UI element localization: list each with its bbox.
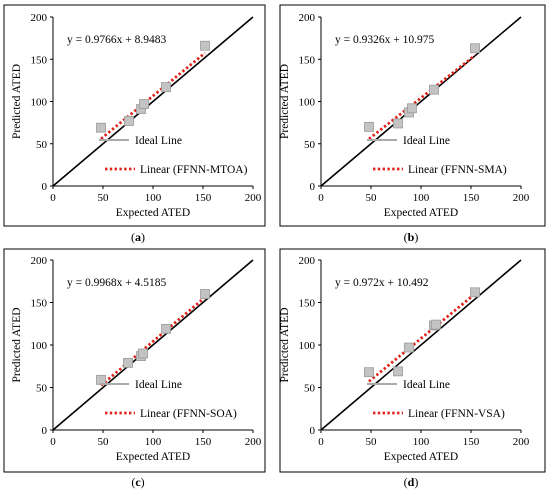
x-tick-label: 0 [318,192,324,204]
ideal-line [52,259,254,431]
chart-panel-4: 0 50 100 150 200 0 50 100 150 200 Expected ATED Pre… [279,248,546,489]
ideal-line [52,16,254,187]
x-axis-title: Expected ATED [116,451,190,463]
y-tick-label: 100 [31,340,48,352]
data-point [139,99,149,109]
y-tick-label: 150 [31,54,48,66]
x-tick-label: 0 [50,192,56,204]
y-tick-label: 50 [304,383,316,395]
data-point [364,121,374,132]
x-tick-label: 150 [463,192,480,204]
legend-ideal-label: Ideal Line [135,379,182,391]
x-tick-label: 0 [50,436,56,448]
legend-linear-label: Linear (FFNN-SMA) [408,164,507,176]
panel-label: (a) [131,230,145,244]
y-tick-label: 200 [299,255,316,267]
data-point [470,43,480,54]
y-tick-label: 0 [310,181,316,193]
data-point [431,319,441,330]
chart-panel-3: 0 50 100 150 200 0 50 100 150 200 Expected ATED Pre… [3,248,266,489]
data-point [429,84,439,95]
y-tick-label: 50 [36,139,48,151]
trend-equation: y = 0.9968x + 4.5185 [67,277,166,289]
x-tick-label: 200 [513,192,530,204]
y-tick-label: 50 [36,383,48,395]
y-tick-label: 100 [299,340,316,352]
x-axis-title: Expected ATED [384,451,458,463]
data-point [123,357,133,368]
panel-label: (b) [404,230,419,244]
x-tick-label: 200 [245,436,262,448]
data-point [470,287,480,298]
chart-panel-1: 0 50 100 150 200 0 50 100 150 200 Expected ATED Pre… [3,4,266,244]
x-tick-label: 50 [98,192,110,204]
ideal-line [320,16,522,187]
x-tick-label: 100 [145,436,162,448]
y-tick-label: 200 [31,12,48,24]
legend-linear-label: Linear (FFNN-MTOA) [140,164,248,176]
x-tick-label: 50 [366,436,378,448]
ideal-line [320,259,522,431]
y-tick-label: 200 [299,12,316,24]
panel-frame [3,4,266,227]
panel-frame [279,248,546,473]
data-point [161,323,171,334]
data-point [404,342,414,353]
x-tick-label: 100 [413,192,430,204]
x-tick-label: 50 [366,192,378,204]
data-point [407,103,417,114]
legend-linear-label: Linear (FFNN-VSA) [408,408,505,420]
trend-equation: y = 0.9766x + 8.9483 [67,34,166,46]
data-point [200,40,210,51]
x-tick-label: 200 [513,436,530,448]
data-point [124,116,134,126]
x-axis-title: Expected ATED [384,207,458,219]
x-tick-label: 50 [98,436,110,448]
data-point [393,118,403,129]
chart-panel-2: 0 50 100 150 200 0 50 100 150 200 Expected ATED Pre… [279,4,546,244]
y-tick-label: 150 [31,298,48,310]
data-point [200,289,210,299]
x-tick-label: 150 [463,436,480,448]
y-axis-title: Predicted ATED [11,64,23,139]
data-point [364,367,374,378]
panel-label: (d) [404,475,419,489]
data-point [96,122,106,133]
y-tick-label: 100 [299,97,316,109]
linear-trend-line [100,51,206,140]
linear-trend-line [368,54,476,140]
y-axis-title: Predicted ATED [279,64,291,139]
trend-equation: y = 0.972x + 10.492 [335,277,429,289]
legend-ideal-label: Ideal Line [403,379,450,391]
legend-ideal-label: Ideal Line [135,135,182,147]
x-axis-title: Expected ATED [116,207,190,219]
y-tick-label: 0 [42,181,48,193]
x-tick-label: 150 [195,192,212,204]
legend-ideal-label: Ideal Line [403,135,450,147]
x-tick-label: 100 [413,436,430,448]
x-tick-label: 200 [245,192,262,204]
y-tick-label: 100 [31,97,48,109]
y-tick-label: 50 [304,139,316,151]
y-tick-label: 150 [299,54,316,66]
data-point [393,366,403,377]
legend-linear-label: Linear (FFNN-SOA) [140,408,237,420]
trend-equation: y = 0.9326x + 10.975 [335,34,434,46]
y-tick-label: 0 [42,425,48,437]
x-tick-label: 150 [195,436,212,448]
panel-label: (c) [131,475,144,489]
y-tick-label: 150 [299,298,316,310]
linear-trend-line [368,292,476,383]
linear-trend-line [100,296,206,387]
data-point [161,82,171,93]
y-axis-title: Predicted ATED [11,307,23,382]
x-tick-label: 100 [145,192,162,204]
data-point [138,348,148,359]
y-tick-label: 0 [310,425,316,437]
x-tick-label: 0 [318,436,324,448]
y-axis-title: Predicted ATED [279,307,291,382]
y-tick-label: 200 [31,255,48,267]
